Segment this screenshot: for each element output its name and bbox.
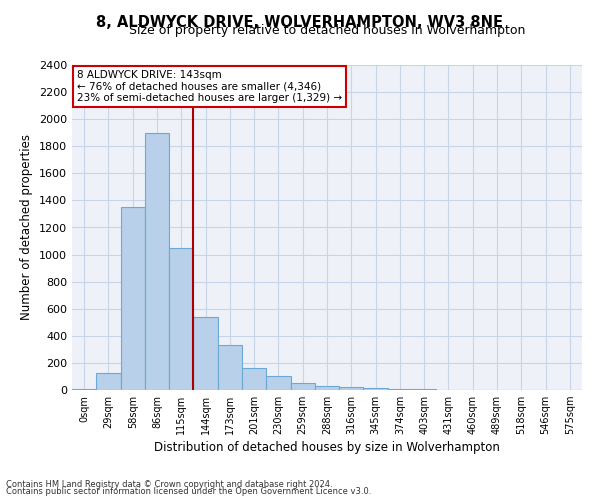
Bar xyxy=(96,373,121,390)
Bar xyxy=(315,386,339,390)
Bar xyxy=(339,387,364,390)
Title: Size of property relative to detached houses in Wolverhampton: Size of property relative to detached ho… xyxy=(129,24,525,38)
Bar xyxy=(193,317,218,390)
Y-axis label: Number of detached properties: Number of detached properties xyxy=(20,134,34,320)
Bar xyxy=(169,248,193,390)
Bar xyxy=(290,383,315,390)
X-axis label: Distribution of detached houses by size in Wolverhampton: Distribution of detached houses by size … xyxy=(154,442,500,454)
Text: 8, ALDWYCK DRIVE, WOLVERHAMPTON, WV3 8NE: 8, ALDWYCK DRIVE, WOLVERHAMPTON, WV3 8NE xyxy=(97,15,503,30)
Text: 8 ALDWYCK DRIVE: 143sqm
← 76% of detached houses are smaller (4,346)
23% of semi: 8 ALDWYCK DRIVE: 143sqm ← 76% of detache… xyxy=(77,70,342,103)
Text: Contains HM Land Registry data © Crown copyright and database right 2024.: Contains HM Land Registry data © Crown c… xyxy=(6,480,332,489)
Bar xyxy=(121,207,145,390)
Bar xyxy=(266,376,290,390)
Bar xyxy=(242,368,266,390)
Bar xyxy=(364,388,388,390)
Bar xyxy=(145,132,169,390)
Bar xyxy=(218,346,242,390)
Bar xyxy=(388,388,412,390)
Text: Contains public sector information licensed under the Open Government Licence v3: Contains public sector information licen… xyxy=(6,487,371,496)
